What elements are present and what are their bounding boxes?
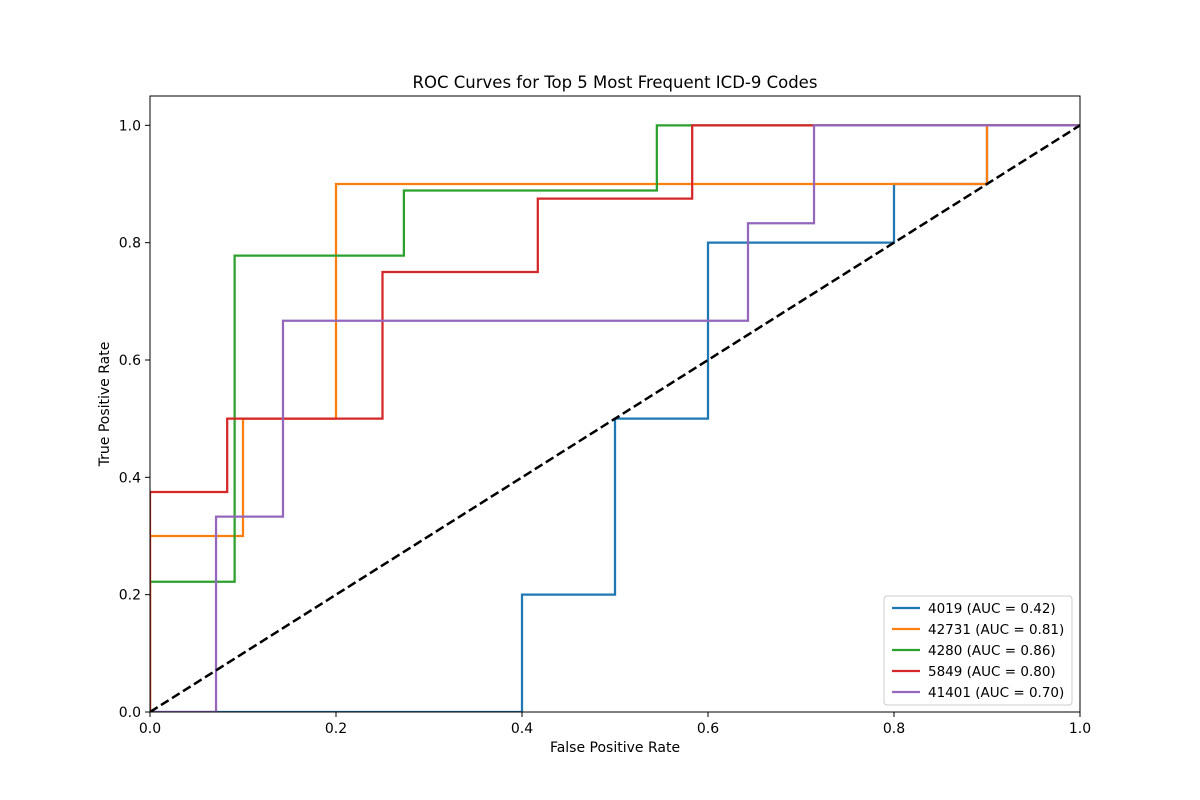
y-axis: 0.0 0.2 0.4 0.6 0.8 1.0 (119, 118, 150, 721)
x-axis-label: False Positive Rate (550, 740, 680, 756)
y-tick-label: 1.0 (119, 118, 141, 134)
x-axis: 0.0 0.2 0.4 0.6 0.8 1.0 (139, 712, 1091, 737)
y-tick-label: 0.8 (119, 236, 141, 252)
x-tick-label: 0.0 (139, 721, 161, 737)
legend-label: 42731 (AUC = 0.81) (928, 622, 1064, 638)
x-tick-label: 0.2 (325, 721, 347, 737)
series-line-4 (150, 124, 1080, 712)
y-tick-label: 0.2 (119, 588, 141, 604)
x-tick-label: 0.8 (883, 721, 905, 737)
series-layer (150, 124, 1080, 712)
y-axis-label: True Positive Rate (97, 342, 113, 468)
legend-box (883, 595, 1073, 706)
plot-frame (149, 95, 1081, 713)
y-tick-label: 0.4 (119, 470, 141, 486)
legend-label: 4280 (AUC = 0.86) (928, 643, 1056, 659)
x-tick-label: 1.0 (1069, 721, 1091, 737)
chart-title: ROC Curves for Top 5 Most Frequent ICD-9… (413, 73, 818, 92)
x-tick-label: 0.6 (697, 721, 719, 737)
reference-diagonal-line (150, 124, 1080, 712)
legend-label: 41401 (AUC = 0.70) (928, 685, 1064, 701)
legend-label: 4019 (AUC = 0.42) (928, 601, 1056, 617)
legend: 4019 (AUC = 0.42) 42731 (AUC = 0.81) 4280 … (883, 595, 1073, 706)
series-line-2 (150, 124, 1080, 712)
x-tick-label: 0.4 (511, 721, 533, 737)
y-tick-label: 0.6 (119, 353, 141, 369)
y-tick-label: 0.0 (119, 705, 141, 721)
series-line-3 (150, 124, 1080, 712)
legend-label: 5849 (AUC = 0.80) (928, 664, 1056, 680)
